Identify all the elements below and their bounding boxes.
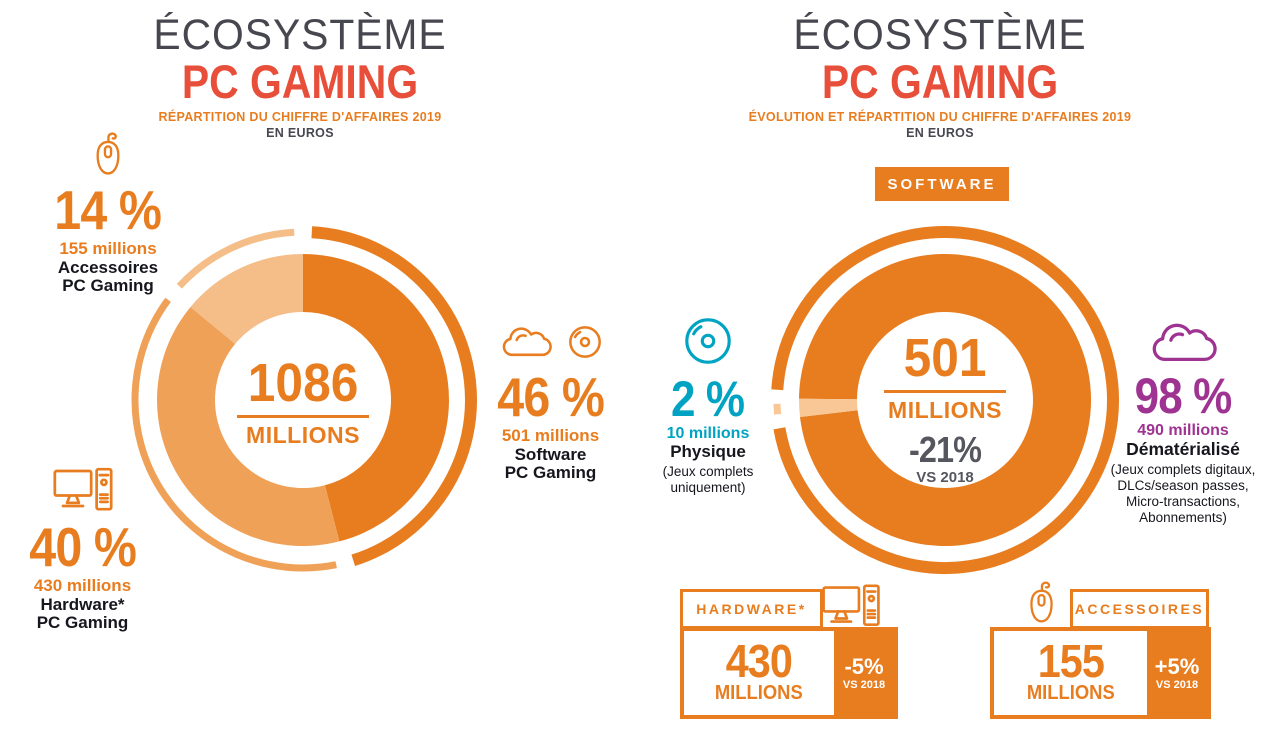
outer-ring-arc-d-mat-rialis [771, 226, 1119, 574]
right-subtitle: ÉVOLUTION ET RÉPARTITION DU CHIFFRE D'AF… [748, 109, 1132, 124]
outer-ring-arc-physique [773, 403, 782, 415]
right-title: ÉCOSYSTÈME PC GAMING ÉVOLUTION ET RÉPART… [695, 11, 1185, 140]
hardware-unit: MILLIONS [715, 681, 803, 704]
hardware-value: 430 [725, 635, 793, 688]
label-dematerialise: 98 % 490 millions Dématérialisé (Jeux co… [1105, 322, 1261, 526]
outer-ring-arc-hardware-pc-gaming [131, 297, 337, 572]
center-divider [884, 390, 1006, 393]
accessoires-amount: 155 millions [59, 239, 157, 258]
disc-icon [682, 315, 734, 372]
hardware-delta-area: -5% VS 2018 [834, 631, 894, 715]
hardware-delta-ref: VS 2018 [842, 678, 886, 691]
donut-segment-physique [799, 398, 858, 418]
right-total-unit: MILLIONS [888, 396, 1002, 423]
label-physique: 2 % 10 millions Physique (Jeux complets … [638, 315, 778, 496]
hardware-stat-box: 430 MILLIONS -5% VS 2018 [680, 627, 898, 719]
cloud-icon [1147, 322, 1219, 371]
physique-name: Physique [670, 442, 746, 461]
donut-chart-left [131, 226, 477, 572]
donut-segment-hardware-pc-gaming [157, 306, 340, 546]
physique-note-1: (Jeux complets [662, 464, 754, 480]
desktop-computer-icon [821, 584, 881, 635]
physique-percent: 2 % [671, 371, 745, 427]
left-title-line1: ÉCOSYSTÈME [153, 11, 447, 59]
accessoires-box-header: ACCESSOIRES [1070, 589, 1209, 629]
accessoires-delta-area: +5% VS 2018 [1147, 631, 1207, 715]
accessoires-delta: +5% [1154, 653, 1200, 679]
dematerialise-note-4: Abonnements) [1139, 509, 1227, 525]
accessoires-value: 155 [1037, 635, 1104, 688]
dematerialise-name: Dématérialisé [1126, 439, 1240, 459]
hardware-amount: 430 millions [33, 576, 132, 595]
software-name-1: Software [514, 445, 587, 464]
physique-amount: 10 millions [666, 425, 750, 442]
cloud-icon [499, 326, 553, 365]
left-donut-center: 1086 MILLIONS [213, 356, 393, 449]
outer-ring-arc-software-pc-gaming [311, 226, 477, 567]
donut-chart-right [771, 226, 1119, 574]
right-delta: -21% [908, 428, 982, 470]
left-title: ÉCOSYSTÈME PC GAMING RÉPARTITION DU CHIF… [55, 11, 545, 140]
desktop-computer-icon [52, 467, 113, 520]
dematerialise-note-3: Micro-transactions, [1125, 493, 1241, 509]
physique-note-2: uniquement) [670, 480, 746, 496]
dematerialise-note-1: (Jeux complets digitaux, [1110, 461, 1256, 477]
accessoires-delta-ref: VS 2018 [1155, 678, 1199, 691]
dematerialise-amount: 490 millions [1137, 422, 1229, 439]
mouse-icon [1024, 580, 1059, 631]
right-title-line1: ÉCOSYSTÈME [793, 11, 1087, 59]
dematerialise-note-2: DLCs/season passes, [1117, 477, 1249, 493]
software-badge: SOFTWARE [875, 167, 1009, 201]
hardware-name-1: Hardware* [40, 595, 125, 614]
software-amount: 501 millions [501, 426, 600, 445]
left-total-unit: MILLIONS [246, 421, 360, 448]
hardware-delta: -5% [844, 653, 884, 679]
hardware-name-2: PC Gaming [36, 613, 129, 633]
dematerialise-percent: 98 % [1134, 368, 1233, 424]
left-subtitle: RÉPARTITION DU CHIFFRE D'AFFAIRES 2019 [158, 109, 442, 124]
label-hardware: 40 % 430 millions Hardware* PC Gaming [0, 467, 165, 633]
center-divider [237, 415, 369, 418]
disc-icon [567, 324, 603, 365]
right-subtitle-unit: EN EUROS [906, 125, 974, 140]
left-subtitle-unit: EN EUROS [266, 125, 334, 140]
donut-segment-accessoires-pc-gaming [190, 254, 303, 344]
right-delta-ref: VS 2018 [916, 468, 974, 486]
accessoires-percent: 14 % [54, 179, 163, 241]
outer-ring-arc-accessoires-pc-gaming [176, 228, 295, 289]
accessoires-unit: MILLIONS [1026, 681, 1115, 704]
donut-segment-software-pc-gaming [303, 254, 449, 542]
mouse-icon [90, 131, 126, 183]
label-accessoires: 14 % 155 millions Accessoires PC Gaming [18, 131, 198, 296]
accessoires-name-2: PC Gaming [62, 276, 154, 296]
left-total-value: 1086 [247, 353, 359, 413]
hardware-stat-value-area: 430 MILLIONS [684, 631, 834, 715]
right-total-value: 501 [903, 328, 987, 388]
accessoires-name-1: Accessoires [57, 258, 159, 277]
donut-segment-d-mat-rialis [799, 254, 1092, 547]
accessoires-stat-box: 155 MILLIONS +5% VS 2018 [990, 627, 1211, 719]
accessoires-stat-value-area: 155 MILLIONS [994, 631, 1147, 715]
right-donut-center: 501 MILLIONS -21% VS 2018 [855, 331, 1035, 486]
software-percent: 46 % [497, 366, 605, 428]
hardware-percent: 40 % [29, 516, 137, 578]
right-title-line2: PC GAMING [821, 54, 1059, 108]
hardware-box-header: HARDWARE* [680, 589, 823, 629]
label-software: 46 % 501 millions Software PC Gaming [468, 324, 633, 483]
software-name-2: PC Gaming [504, 463, 597, 483]
left-title-line2: PC GAMING [181, 54, 419, 108]
